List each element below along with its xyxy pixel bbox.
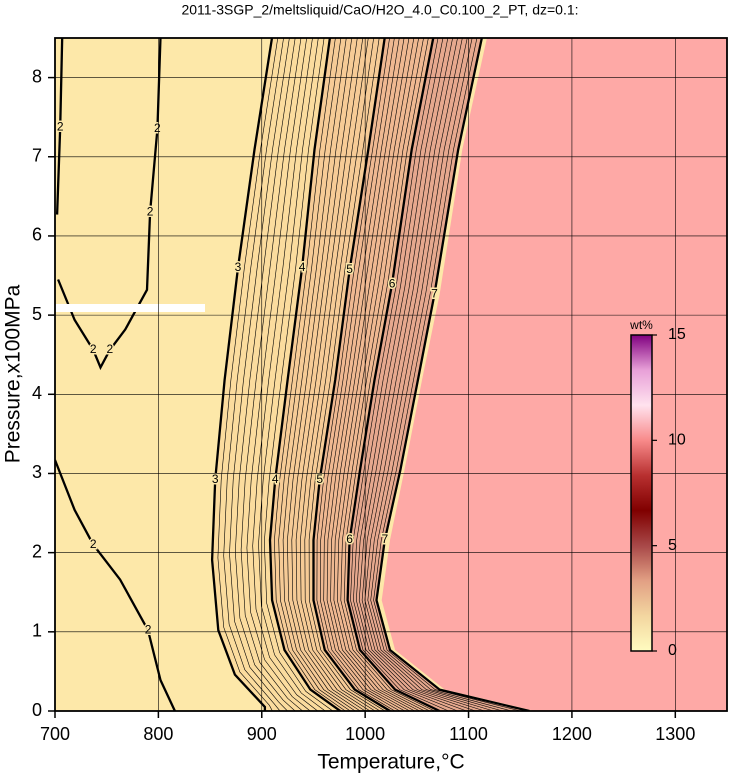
minor-contour	[308, 38, 386, 711]
colorbar-tick-label: 15	[668, 326, 686, 343]
minor-contour	[234, 38, 296, 711]
x-tick-label: 900	[247, 724, 277, 744]
minor-contour	[291, 38, 366, 711]
colorbar-tick-label: 5	[668, 537, 677, 554]
minor-contour	[333, 38, 420, 711]
y-tick-label: 2	[32, 541, 42, 561]
minor-contour	[258, 38, 326, 711]
y-tick-label: 8	[32, 66, 42, 86]
minor-contour	[300, 38, 376, 711]
minor-contour	[223, 38, 284, 711]
y-tick-label: 3	[32, 462, 42, 482]
minor-contour	[282, 38, 356, 711]
minor-contour	[350, 38, 449, 711]
contour-label: 2	[57, 120, 64, 134]
white-bar	[55, 304, 205, 312]
contour-label: 2	[154, 121, 161, 135]
contour-label: 4	[299, 260, 306, 274]
minor-contour	[263, 38, 333, 711]
y-tick-label: 6	[32, 225, 42, 245]
y-tick-label: 7	[32, 146, 42, 166]
minor-contour	[316, 38, 396, 711]
y-tick-label: 1	[32, 621, 42, 641]
y-tick-label: 0	[32, 700, 42, 720]
contour-label: 7	[381, 532, 388, 546]
minor-contour	[252, 38, 318, 711]
contour-label: 6	[389, 276, 396, 290]
minor-contour	[367, 38, 503, 711]
minor-contour	[278, 38, 351, 711]
minor-contour	[358, 38, 476, 711]
minor-contour	[246, 38, 311, 711]
minor-contour	[240, 38, 303, 711]
contour-line	[55, 38, 176, 711]
minor-contour	[336, 38, 425, 711]
contour-label: 2	[90, 537, 97, 551]
y-tick-label: 4	[32, 383, 42, 403]
minor-contour	[343, 38, 435, 711]
x-tick-label: 700	[40, 724, 70, 744]
contour-line	[375, 38, 530, 711]
contour-label: 2	[147, 204, 154, 218]
contour-label: 2	[145, 622, 152, 636]
contour-label: 6	[346, 532, 353, 546]
minor-contour	[361, 38, 485, 711]
minor-contour	[319, 38, 401, 711]
plot-frame	[54, 37, 728, 712]
minor-contour	[326, 38, 410, 711]
minor-contour	[287, 38, 361, 711]
minor-contour	[373, 38, 521, 711]
x-tick-label: 1100	[449, 724, 488, 744]
contour-line	[210, 38, 274, 711]
minor-contour	[304, 38, 381, 711]
contour-label: 4	[272, 472, 279, 486]
y-tick-label: 5	[32, 304, 42, 324]
contour-label: 3	[235, 260, 242, 274]
overlay: 700 800 900 1000 1100 1200 1300 0 1 2 3 4 5 6 7 8 wt% 0 5 1…	[32, 37, 728, 744]
colorbar-tick-label: 10	[668, 432, 686, 449]
contour-line	[312, 38, 391, 711]
contour-label: 5	[346, 262, 353, 276]
contour-band	[313, 38, 440, 711]
minor-contour	[217, 38, 279, 711]
x-axis-label: Temperature,°C	[317, 751, 464, 774]
colorbar-label: wt%	[629, 318, 653, 332]
colorbar	[630, 334, 653, 652]
contour-label: 7	[431, 287, 438, 301]
minor-contour	[330, 38, 415, 711]
contour-label: 3	[212, 472, 219, 486]
minor-contour	[353, 38, 458, 711]
minor-contour	[229, 38, 290, 711]
minor-contour	[364, 38, 494, 711]
minor-contour	[274, 38, 346, 711]
y-axis-label: Pressure,x100MPa	[2, 284, 25, 463]
minor-contour	[370, 38, 512, 711]
minor-contour	[295, 38, 371, 711]
contour-label: 2	[90, 342, 97, 356]
colorbar-tick-label: 0	[668, 642, 677, 659]
x-tick-label: 1300	[655, 724, 695, 744]
minor-contour	[323, 38, 406, 711]
x-tick-label: 800	[143, 724, 173, 744]
contour-band	[270, 38, 390, 711]
minor-contour	[340, 38, 430, 711]
x-tick-label: 1000	[345, 724, 385, 744]
minor-contour	[355, 38, 467, 711]
x-tick-label: 1200	[552, 724, 592, 744]
contour-line	[346, 38, 441, 711]
contour-label: 2	[106, 342, 113, 356]
chart-title: 2011-3SGP_2/meltsliquid/CaO/H2O_4.0_C0.1…	[181, 2, 578, 18]
contour-line	[268, 38, 341, 711]
contour-label: 5	[316, 472, 323, 486]
